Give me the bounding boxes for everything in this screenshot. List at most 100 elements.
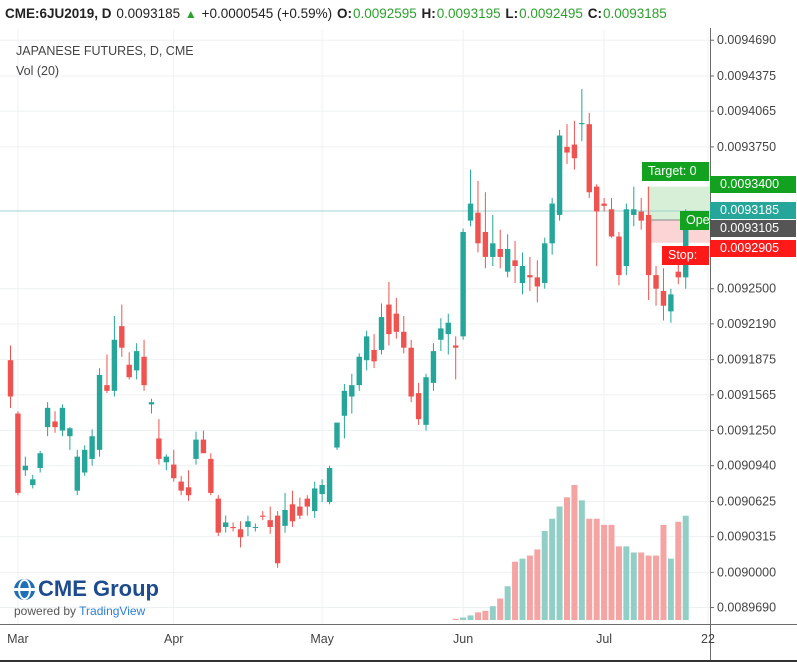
candle-body bbox=[237, 529, 244, 538]
candle-body bbox=[475, 212, 481, 244]
close-label: C: bbox=[587, 6, 602, 21]
volume-bar bbox=[519, 558, 526, 620]
price-change: +0.0000545 (+0.59%) bbox=[201, 6, 333, 21]
high-label: H: bbox=[421, 6, 436, 21]
candle-body bbox=[304, 498, 310, 507]
candle-body bbox=[645, 214, 652, 276]
low-label: L: bbox=[505, 6, 519, 21]
y-tick-label: 0.0093750 bbox=[717, 140, 776, 154]
candle-body bbox=[497, 248, 503, 257]
volume-bar bbox=[512, 561, 519, 620]
candle-body bbox=[52, 421, 58, 428]
volume-bar bbox=[474, 612, 481, 620]
volume-bar bbox=[556, 506, 563, 620]
candle-body bbox=[252, 526, 259, 528]
candle-body bbox=[401, 331, 407, 348]
tradingview-link[interactable]: TradingView bbox=[79, 604, 146, 618]
x-tick-label: Apr bbox=[164, 632, 183, 646]
candle-body bbox=[556, 135, 563, 215]
x-tick-label: 22 bbox=[701, 632, 715, 646]
volume-bar bbox=[497, 598, 504, 620]
candle-body bbox=[267, 520, 273, 527]
candle-body bbox=[653, 275, 659, 289]
candle-body bbox=[319, 485, 325, 495]
volume-bar bbox=[623, 546, 630, 620]
volume-bar bbox=[645, 555, 652, 620]
candle-body bbox=[15, 413, 21, 493]
candle-body bbox=[460, 231, 466, 337]
price-chart[interactable]: 0.0094690 0.0094375 0.0094065 0.0093750 0.00… bbox=[0, 28, 797, 662]
candle-body bbox=[59, 407, 66, 431]
y-tick-label: 0.0092190 bbox=[717, 317, 776, 331]
close-value: 0.0093185 bbox=[602, 6, 667, 21]
candle-body bbox=[245, 521, 251, 527]
powered-by-label: powered by bbox=[14, 604, 77, 618]
candle-body bbox=[683, 211, 689, 278]
candle-body bbox=[490, 243, 496, 257]
candle-body bbox=[215, 498, 221, 533]
candle-body bbox=[349, 385, 355, 397]
candle-body bbox=[82, 449, 88, 473]
stop-tag[interactable]: Stop: bbox=[662, 246, 709, 265]
candle-body bbox=[44, 407, 51, 428]
open-label: O: bbox=[336, 6, 352, 21]
candle-body bbox=[482, 231, 489, 257]
candle-body bbox=[504, 248, 511, 272]
volume-bar bbox=[675, 521, 682, 620]
candle-body bbox=[156, 438, 162, 459]
candle-body bbox=[631, 209, 637, 215]
candle-body bbox=[519, 266, 526, 284]
candle-body bbox=[193, 439, 199, 459]
candle-body bbox=[326, 467, 333, 503]
candle-body bbox=[586, 124, 592, 193]
candle-body bbox=[579, 123, 585, 125]
candle-body bbox=[334, 422, 340, 448]
candle-body bbox=[185, 487, 192, 496]
y-tick-label: 0.0091875 bbox=[717, 353, 776, 367]
candle-body bbox=[675, 271, 681, 278]
volume-bar bbox=[489, 606, 496, 620]
y-tick-label: 0.0090625 bbox=[717, 494, 776, 508]
candle-body bbox=[371, 349, 377, 362]
candle-body bbox=[534, 277, 541, 287]
open-position-tag[interactable]: Ope bbox=[680, 211, 709, 230]
y-tick-label: 0.0090315 bbox=[717, 530, 776, 544]
y-tick-label: 0.0094375 bbox=[717, 69, 776, 83]
volume-bar bbox=[460, 617, 467, 620]
volume-bar bbox=[549, 518, 556, 620]
candle-body bbox=[208, 458, 214, 493]
x-tick-label: Mar bbox=[7, 632, 29, 646]
candle-body bbox=[119, 326, 125, 348]
y-tick-label: 0.0094065 bbox=[717, 104, 776, 118]
candle-body bbox=[148, 402, 155, 405]
y-tick-label: 0.0090000 bbox=[717, 565, 776, 579]
x-tick-label: May bbox=[310, 632, 334, 646]
y-tick-label: 0.0089690 bbox=[717, 601, 776, 615]
y-tick-label: 0.0091250 bbox=[717, 424, 776, 438]
volume-bar bbox=[482, 610, 489, 620]
candle-body bbox=[104, 385, 110, 391]
y-tick-label: 0.0090940 bbox=[717, 459, 776, 473]
chart-legend: JAPANESE FUTURES, D, CME Vol (20) bbox=[16, 41, 194, 81]
candle-body bbox=[274, 515, 281, 564]
volume-bar bbox=[667, 558, 674, 620]
volume-bar bbox=[571, 485, 578, 620]
candle-body bbox=[222, 522, 229, 527]
candle-body bbox=[111, 339, 118, 391]
volume-bar bbox=[541, 531, 548, 620]
cme-logo[interactable]: CME Group powered by TradingView bbox=[14, 576, 159, 618]
open-price-tag: 0.0093105 bbox=[710, 220, 796, 237]
candle-body bbox=[638, 211, 644, 221]
target-tag[interactable]: Target: 0 bbox=[642, 162, 709, 181]
candle-body bbox=[423, 377, 429, 425]
symbol-header: CME:6JU2019, D 0.0093185 ▲ +0.0000545 (+… bbox=[0, 0, 797, 28]
volume-bar bbox=[593, 518, 600, 620]
candle-body bbox=[141, 356, 147, 386]
candle-body bbox=[163, 456, 170, 463]
candle-body bbox=[7, 360, 14, 397]
up-triangle-icon: ▲ bbox=[184, 7, 197, 21]
y-tick-label: 0.0092500 bbox=[717, 282, 776, 296]
open-value: 0.0092595 bbox=[352, 6, 417, 21]
volume-bar bbox=[660, 524, 667, 620]
candle-body bbox=[289, 504, 296, 522]
